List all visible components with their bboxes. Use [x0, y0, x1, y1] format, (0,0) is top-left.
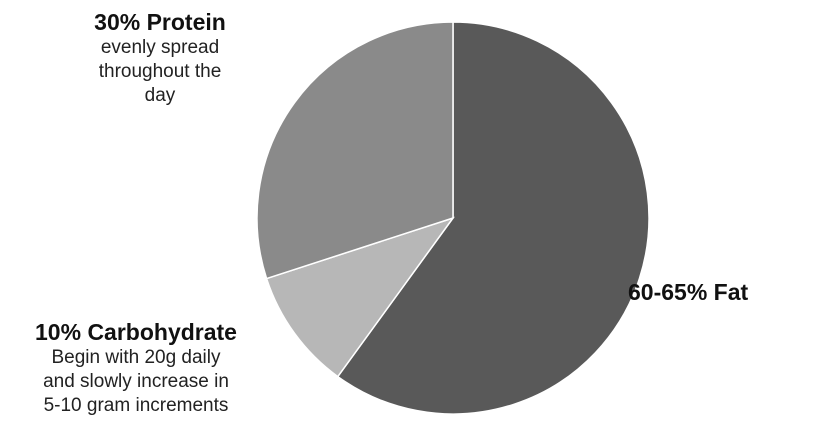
protein-label-desc-line-1: evenly spread [100, 37, 220, 58]
carbohydrate-label-desc-line-1: Begin with 20g daily [51, 347, 221, 368]
pie-slice-carbohydrate [265, 216, 455, 378]
pie-slice-protein [256, 21, 454, 280]
carbohydrate-label: 10% Carbohydrate Begin with 20g daily an… [6, 318, 266, 418]
carbohydrate-label-desc-line-3: 5-10 gram increments [43, 395, 229, 416]
carbohydrate-label-desc-line-2: and slowly increase in [43, 371, 229, 392]
fat-label: 60-65% Fat [628, 278, 808, 306]
carbohydrate-label-title: 10% Carbohydrate [35, 319, 237, 345]
protein-label-desc-line-3: day [144, 85, 176, 106]
protein-label-title: 30% Protein [94, 9, 226, 35]
fat-label-title: 60-65% Fat [628, 279, 749, 305]
pie-slice-fat [336, 21, 650, 415]
protein-label-desc-line-2: throughout the [98, 61, 222, 82]
protein-label: 30% Protein evenly spread throughout the… [60, 8, 260, 108]
